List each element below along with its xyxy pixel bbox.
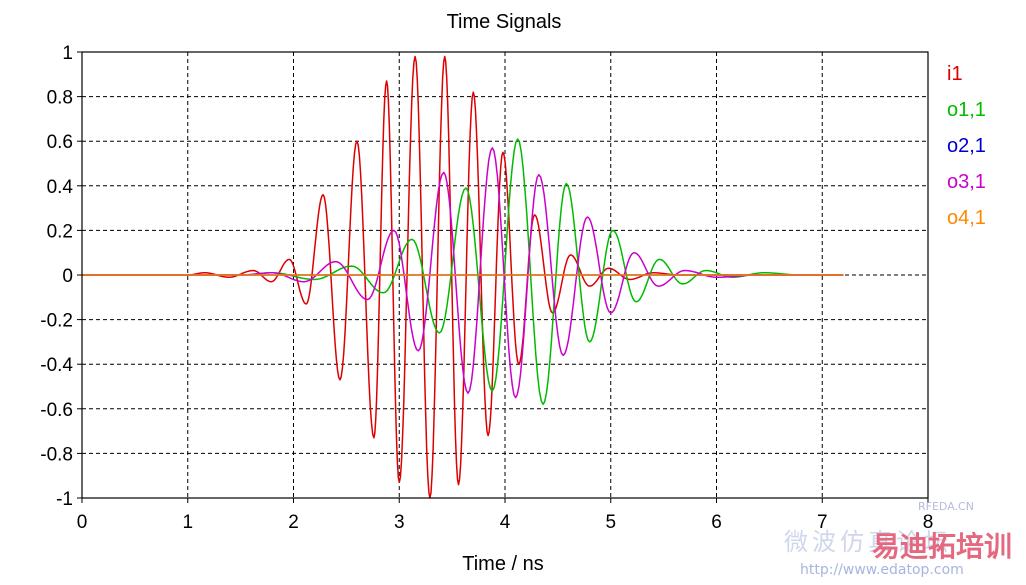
y-tick-label: 0.6	[47, 132, 73, 153]
series-lines	[82, 55, 844, 499]
x-tick-label: 2	[288, 512, 299, 533]
chart-title: Time Signals	[447, 11, 562, 33]
watermark-url: http://www.edatop.com	[800, 562, 964, 578]
y-tick-label: 0.2	[47, 221, 73, 242]
watermark-brand-cn: 易迪拓培训	[872, 530, 1012, 563]
axis-ticks: 0 1 2 3 4 5 6 7 8 1 0.8 0.6 0.4 0.2 0 -0.2 -0.4 -0.6 -0.8 -…	[40, 43, 933, 533]
x-tick-label: 0	[77, 512, 88, 533]
watermark-site-cn: 微波仿真论坛	[784, 528, 952, 556]
y-tick-label: -0.6	[40, 400, 73, 421]
legend-entry: o4,1	[947, 207, 986, 229]
x-tick-label: 6	[711, 512, 722, 533]
y-tick-label: 0.8	[47, 88, 73, 109]
y-tick-label: 0.4	[47, 177, 74, 198]
legend-entry: o2,1	[947, 135, 986, 157]
series-line-o3-1	[82, 147, 844, 399]
legend-entry: o3,1	[947, 171, 986, 193]
y-tick-label: -1	[56, 489, 73, 510]
legend-entry: o1,1	[947, 99, 986, 121]
watermark-tag: RFEDA.CN	[918, 500, 974, 513]
series-line-o1-1	[82, 138, 844, 406]
y-tick-label: 0	[62, 266, 73, 287]
x-tick-label: 1	[182, 512, 193, 533]
x-tick-label: 7	[817, 512, 828, 533]
y-tick-label: 1	[62, 43, 73, 64]
series-line-i1	[82, 55, 844, 499]
legend-entry: i1	[947, 63, 963, 85]
x-tick-label: 4	[500, 512, 511, 533]
y-tick-label: -0.2	[40, 311, 73, 332]
y-tick-label: -0.4	[40, 355, 73, 376]
x-axis-label: Time / ns	[462, 553, 544, 575]
x-tick-label: 3	[394, 512, 405, 533]
x-tick-label: 5	[605, 512, 616, 533]
watermark: RFEDA.CN 微波仿真论坛 http://www.edatop.com 易迪…	[784, 500, 1012, 578]
y-tick-label: -0.8	[40, 444, 73, 465]
legend: i1 o1,1 o2,1 o3,1 o4,1	[947, 63, 986, 229]
x-tick-label: 8	[923, 512, 934, 533]
